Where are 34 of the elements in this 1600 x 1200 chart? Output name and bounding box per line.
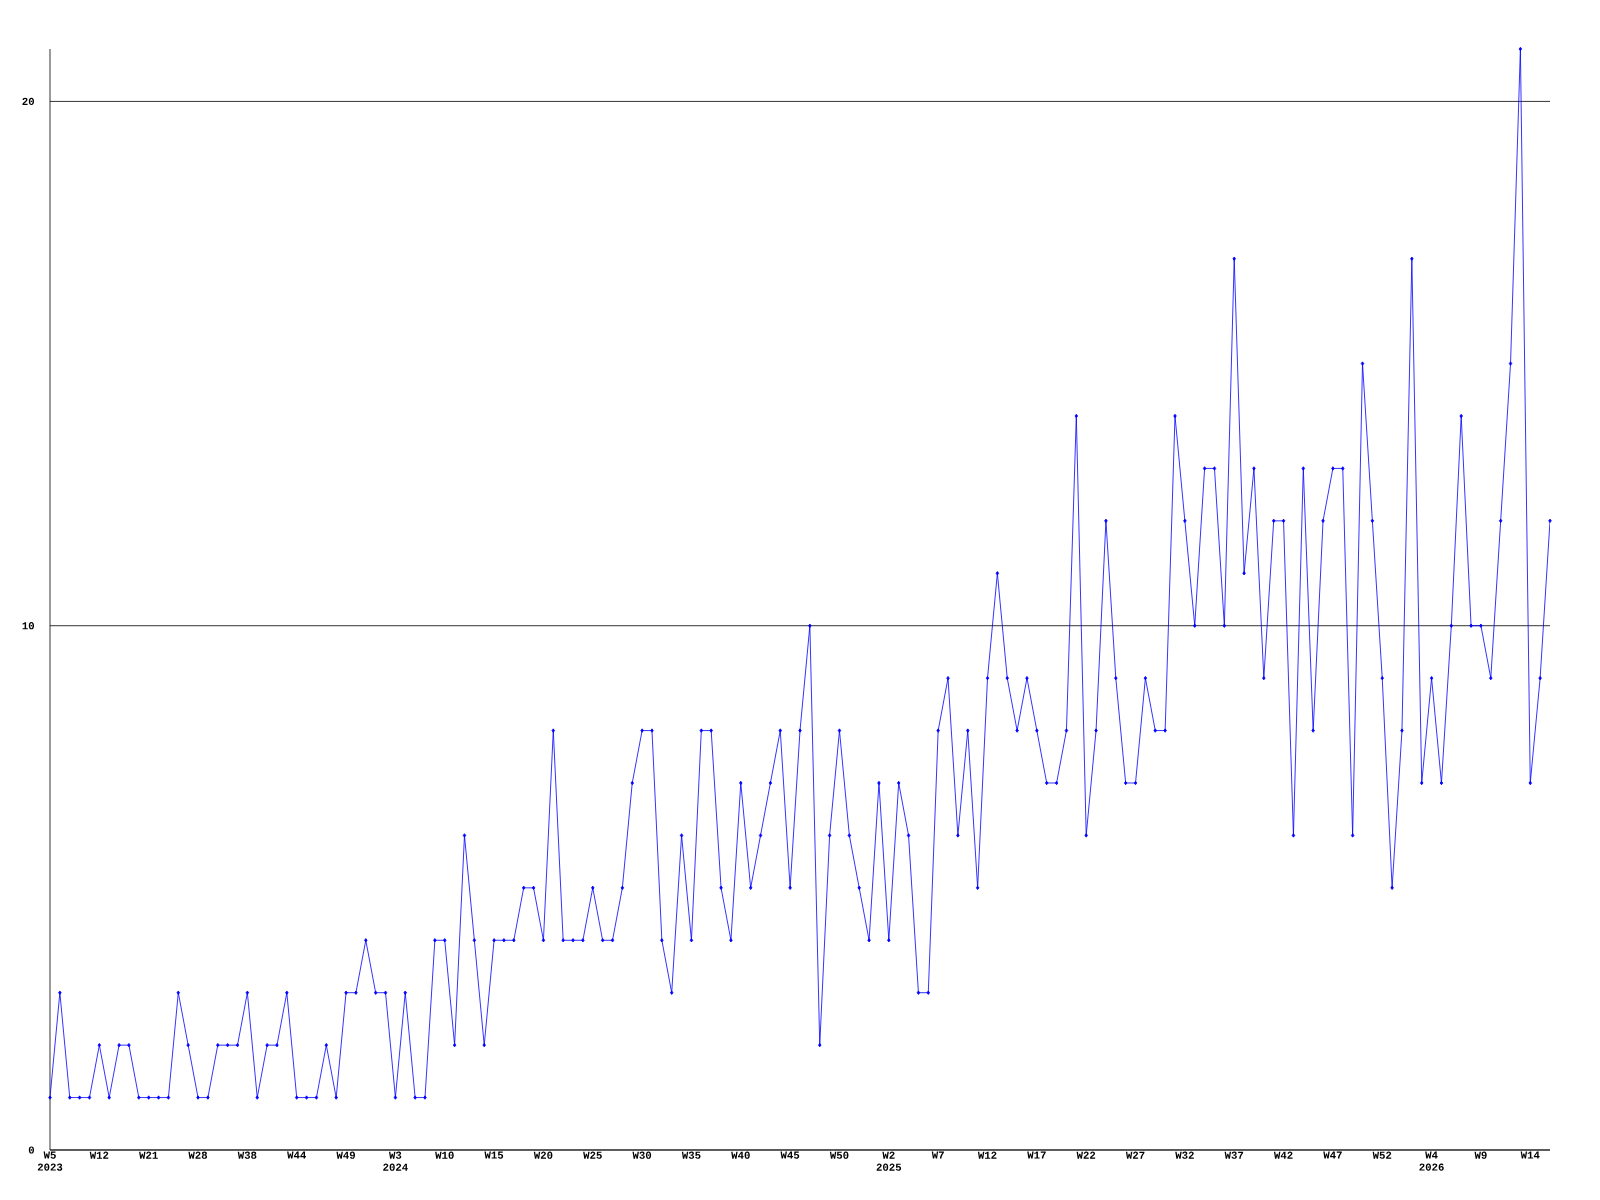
x-tick-label: W7 <box>931 1151 944 1159</box>
x-tick-label: W35 <box>681 1151 701 1159</box>
y-tick-label: 0 <box>28 1146 35 1154</box>
x-tick-label: W42 <box>1273 1151 1293 1159</box>
x-tick-label: W47 <box>1323 1151 1342 1159</box>
x-tick-label: W12 <box>89 1151 109 1159</box>
x-tick-label: W30 <box>632 1151 652 1159</box>
x-tick-label: W9 <box>1474 1151 1487 1159</box>
x-tick-label: W10 <box>435 1151 454 1159</box>
x-tick-label: W2 2025 <box>876 1151 902 1171</box>
x-tick-label: W12 <box>977 1151 997 1159</box>
x-tick-label: W38 <box>237 1151 257 1159</box>
x-tick-label: W49 <box>336 1151 355 1159</box>
x-tick-label: W25 <box>583 1151 602 1159</box>
x-tick-label: W4 2026 <box>1419 1151 1444 1171</box>
x-tick-label: W44 <box>287 1151 306 1159</box>
x-tick-label: W37 <box>1224 1151 1244 1159</box>
x-tick-label: W5 2023 <box>37 1151 63 1171</box>
x-tick-label: W40 <box>731 1151 750 1159</box>
x-tick-label: W52 <box>1372 1151 1392 1159</box>
x-tick-label: W3 2024 <box>383 1151 408 1171</box>
x-tick-label: W50 <box>829 1151 849 1159</box>
x-tick-label: W15 <box>484 1151 504 1159</box>
y-tick-label: 10 <box>22 622 35 630</box>
x-tick-label: W45 <box>780 1151 800 1159</box>
x-tick-label: W22 <box>1076 1151 1096 1159</box>
x-tick-label: W20 <box>533 1151 553 1159</box>
x-tick-label: W17 <box>1027 1151 1046 1159</box>
y-tick-label: 20 <box>22 97 35 106</box>
x-tick-label: W14 <box>1520 1151 1540 1159</box>
x-tick-label: W27 <box>1125 1151 1145 1159</box>
x-tick-label: W32 <box>1175 1151 1194 1159</box>
x-tick-label: W21 <box>139 1151 158 1159</box>
x-tick-label: W28 <box>188 1151 208 1159</box>
